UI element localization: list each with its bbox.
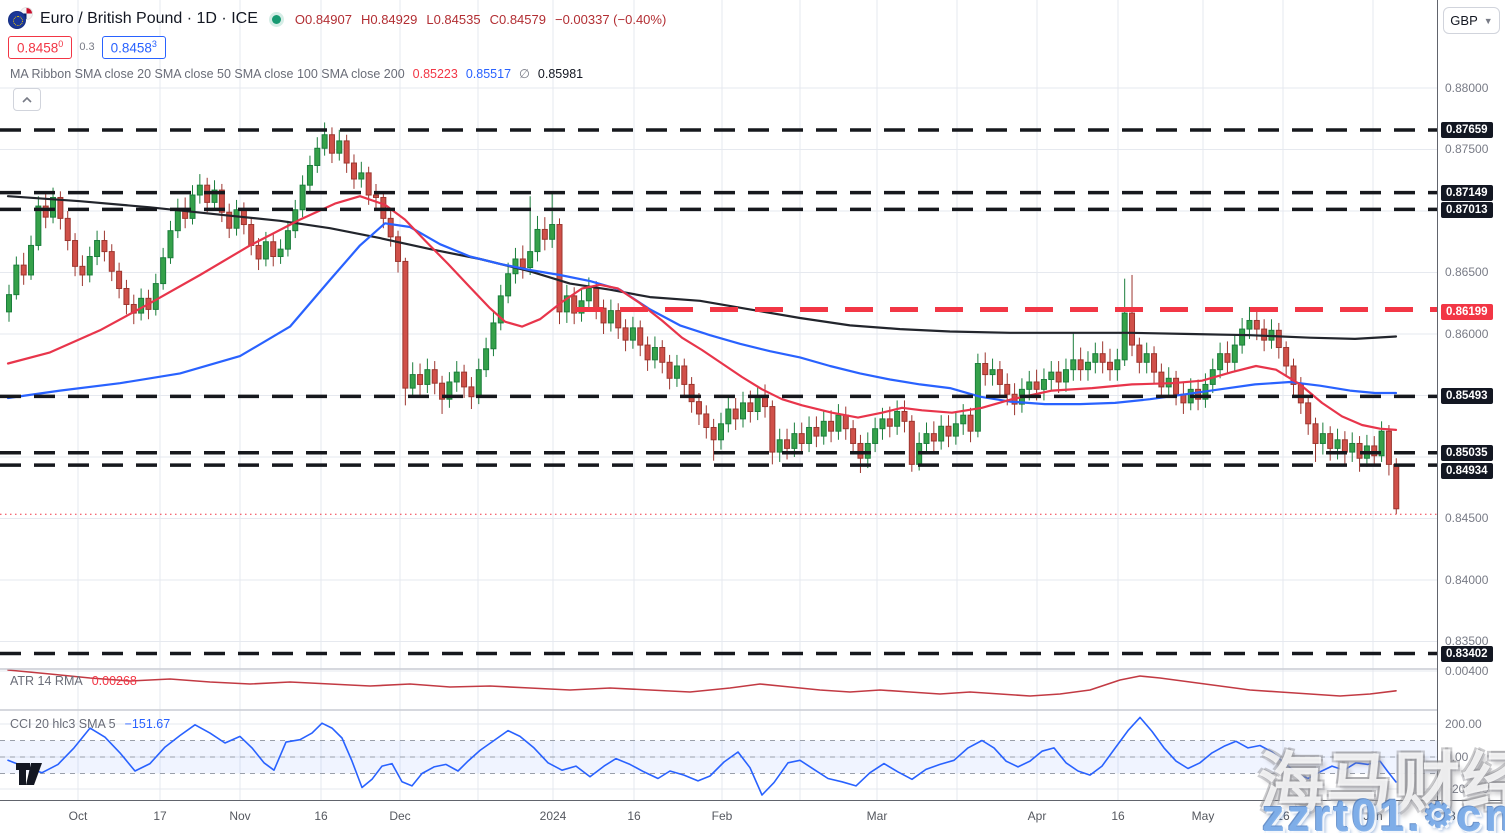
price-axis-label: 0.83500 [1445,634,1489,648]
high-value: H0.84929 [360,11,418,27]
currency-unit-button[interactable]: GBP ▼ [1443,7,1500,34]
price-axis-label: 0.87500 [1445,142,1489,156]
price-axis-label: 0.84500 [1445,511,1489,525]
sma20-value: 0.85223 [412,66,458,81]
close-value: C0.84579 [489,11,546,27]
time-axis-label: 2024 [539,809,567,823]
time-axis-label: 16 [1276,809,1290,823]
price-axis-label: 0.88000 [1445,81,1489,95]
price-level-badge: 0.85035 [1441,445,1493,461]
open-value: O0.84907 [294,11,352,27]
time-axis-label: 17 [153,809,167,823]
candles [6,122,1400,515]
chevron-up-icon [22,96,32,103]
symbol-legend: Euro / British Pound · 1D · ICE O0.84907… [8,8,666,30]
price-level-badge: 0.87149 [1441,185,1493,201]
price-level-badge: 0.87013 [1441,202,1493,218]
time-axis-label: Dec [389,809,411,823]
price-axis[interactable]: 0.88000 0.87500 0.86500 0.86000 0.84500 0.840… [1437,0,1505,800]
time-axis-label: Apr [1027,809,1047,823]
indicator-axis-label: 0.00400 [1445,664,1489,678]
indicator-axis-label: 200.00 [1445,717,1482,731]
time-axis-label: May [1191,809,1215,823]
atr-label: ATR 14 RMA [10,674,83,688]
time-axis-label: 16 [627,809,641,823]
eurgbp-flag-icon [8,8,32,30]
collapse-legend-button[interactable] [13,88,41,111]
chart-canvas[interactable] [0,0,1437,800]
time-axis-label: Feb [711,809,733,823]
sma-average-value: 0.85981 [537,66,584,81]
atr-legend[interactable]: ATR 14 RMA 0.00268 [10,674,137,688]
price-axis-label: 0.86000 [1445,327,1489,341]
average-symbol: ∅ [519,67,530,81]
price-level-badge: 0.83402 [1441,646,1493,662]
price-level-badge: 0.87659 [1441,122,1493,138]
indicator-axis-label: 0.00 [1445,750,1469,764]
bid-price-button[interactable]: 0.84580 [8,36,73,59]
time-axis-label: 16 [1111,809,1125,823]
sma20-line [6,195,1398,431]
price-level-badge: 0.85493 [1441,388,1493,404]
time-axis-label: Mar [866,809,888,823]
currency-label: GBP [1450,13,1478,28]
price-level-badge: 0.84934 [1441,463,1493,479]
cci-legend[interactable]: CCI 20 hlc3 SMA 5 −151.67 [10,717,170,731]
time-axis[interactable]: Oct 17 Nov 16 Dec 2024 16 Feb Mar Apr 16 May 16 Jun 18 [0,800,1505,833]
ask-price-button[interactable]: 0.84583 [101,36,166,59]
quote-row: 0.84580 0.3 0.84583 [8,36,166,59]
ma-ribbon-label: MA Ribbon SMA close 20 SMA close 50 SMA … [10,66,405,81]
spread-value: 0.3 [79,41,95,54]
cci-label: CCI 20 hlc3 SMA 5 [10,717,116,731]
time-axis-label: 16 [314,809,328,823]
change-value: −0.00337 (−0.40%) [554,11,667,27]
ohlc-values: O0.84907 H0.84929 L0.84535 C0.84579 −0.0… [295,12,666,27]
atr-line [7,669,1397,697]
price-axis-label: 0.84000 [1445,573,1489,587]
sma50-value: 0.85517 [465,66,512,81]
symbol-title[interactable]: Euro / British Pound · 1D · ICE [40,10,258,27]
sma50-line [6,222,1398,406]
time-axis-label: Jun [1363,809,1383,823]
cci-line [7,716,1397,796]
time-axis-label: Nov [229,809,251,823]
low-value: L0.84535 [426,11,481,27]
cci-value: −151.67 [124,717,171,731]
sma100-line [6,195,1398,340]
atr-value: 0.00268 [91,674,137,688]
time-axis-label: Oct [68,809,88,823]
price-axis-label: 0.86500 [1445,265,1489,279]
time-axis-label: 18 [1442,809,1456,823]
tradingview-logo[interactable] [16,763,50,789]
price-level-badge: 0.86199 [1441,304,1493,320]
chevron-down-icon: ▼ [1483,15,1493,26]
indicator-axis-label: −200.00 [1445,782,1489,796]
ma-ribbon-legend[interactable]: MA Ribbon SMA close 20 SMA close 50 SMA … [10,66,584,82]
market-open-dot-icon [271,14,281,24]
